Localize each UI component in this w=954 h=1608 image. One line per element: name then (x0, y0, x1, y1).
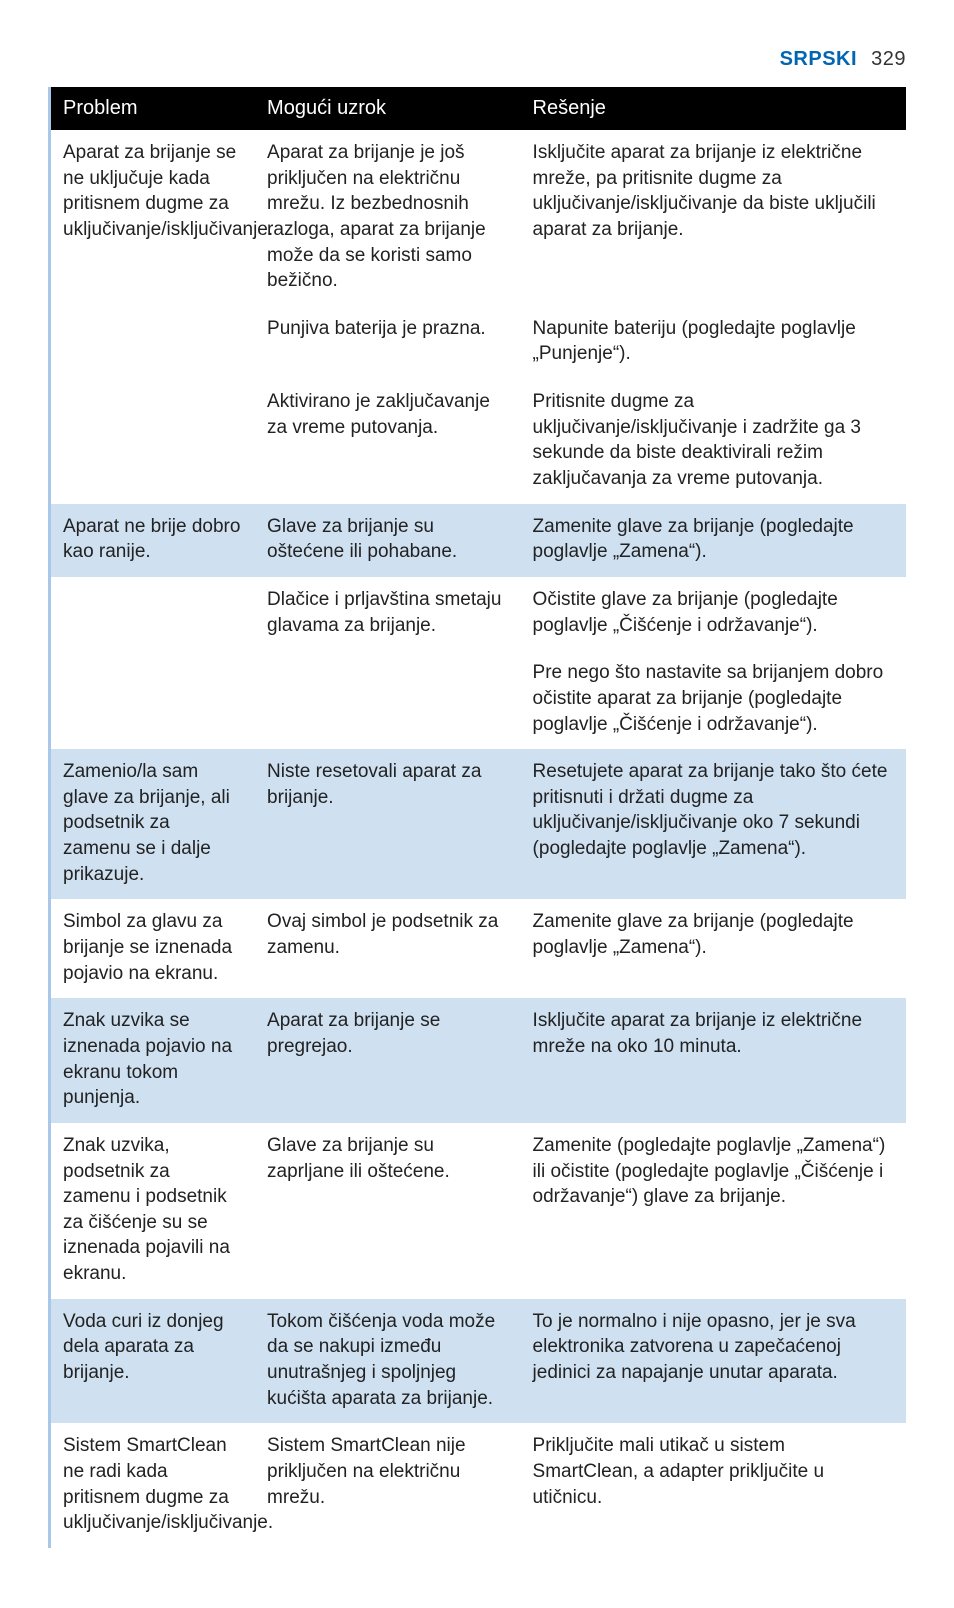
cell-problem: Simbol za glavu za brijanje se iznenada … (50, 899, 256, 998)
cell-problem: Znak uzvika, podsetnik za zamenu i podse… (50, 1123, 256, 1299)
cell-problem: Znak uzvika se iznenada pojavio na ekran… (50, 998, 256, 1123)
cell-cause: Glave za brijanje su zaprljane ili ošteć… (255, 1123, 521, 1299)
table-row: Znak uzvika se iznenada pojavio na ekran… (50, 998, 907, 1123)
table-body: Aparat za brijanje se ne uključuje kada … (50, 130, 907, 1548)
table-row: Dlačice i prljavština smetaju glavama za… (50, 577, 907, 650)
cell-solution: Pre nego što nastavite sa brijanjem dobr… (521, 650, 906, 749)
col-header-solution: Rešenje (521, 87, 906, 130)
cell-cause: Niste resetovali aparat za brijanje. (255, 749, 521, 899)
cell-solution: Zamenite glave za brijanje (pogledajte p… (521, 504, 906, 577)
cell-cause: Glave za brijanje su oštećene ili pohaba… (255, 504, 521, 577)
cell-cause (255, 650, 521, 749)
header-language: Srpski (780, 48, 857, 70)
table-header-row: Problem Mogući uzrok Rešenje (50, 87, 907, 130)
table-row: Sistem SmartClean ne radi kada pritisnem… (50, 1423, 907, 1548)
cell-cause: Punjiva baterija je prazna. (255, 306, 521, 379)
cell-solution: Očistite glave za brijanje (pogledajte p… (521, 577, 906, 650)
cell-cause: Ovaj simbol je podsetnik za zamenu. (255, 899, 521, 998)
cell-problem: Sistem SmartClean ne radi kada pritisnem… (50, 1423, 256, 1548)
cell-cause: Aparat za brijanje je još priključen na … (255, 130, 521, 306)
cell-problem (50, 650, 256, 749)
cell-solution: Isključite aparat za brijanje iz elektri… (521, 130, 906, 306)
cell-solution: Resetujete aparat za brijanje tako što ć… (521, 749, 906, 899)
cell-solution: Zamenite glave za brijanje (pogledajte p… (521, 899, 906, 998)
cell-problem (50, 379, 256, 504)
cell-cause: Tokom čišćenja voda može da se nakupi iz… (255, 1299, 521, 1424)
cell-solution: Priključite mali utikač u sistem SmartCl… (521, 1423, 906, 1548)
cell-cause: Aparat za brijanje se pregrejao. (255, 998, 521, 1123)
running-header: Srpski 329 (48, 48, 906, 71)
troubleshooting-table: Problem Mogući uzrok Rešenje Aparat za b… (48, 87, 906, 1548)
table-row: Aktivirano je zaključavanje za vreme put… (50, 379, 907, 504)
cell-solution: Pritisnite dugme za uključivanje/isključ… (521, 379, 906, 504)
cell-problem (50, 306, 256, 379)
cell-problem (50, 577, 256, 650)
table-row: Punjiva baterija je prazna. Napunite bat… (50, 306, 907, 379)
cell-solution: Isključite aparat za brijanje iz elektri… (521, 998, 906, 1123)
table-row: Pre nego što nastavite sa brijanjem dobr… (50, 650, 907, 749)
cell-cause: Dlačice i prljavština smetaju glavama za… (255, 577, 521, 650)
cell-cause: Aktivirano je zaključavanje za vreme put… (255, 379, 521, 504)
cell-problem: Aparat ne brije dobro kao ranije. (50, 504, 256, 577)
table-row: Znak uzvika, podsetnik za zamenu i podse… (50, 1123, 907, 1299)
col-header-problem: Problem (50, 87, 256, 130)
col-header-cause: Mogući uzrok (255, 87, 521, 130)
cell-problem: Aparat za brijanje se ne uključuje kada … (50, 130, 256, 306)
table-row: Aparat za brijanje se ne uključuje kada … (50, 130, 907, 306)
page: Srpski 329 Problem Mogući uzrok Rešenje … (0, 0, 954, 1608)
header-page-number: 329 (871, 48, 906, 70)
table-row: Aparat ne brije dobro kao ranije. Glave … (50, 504, 907, 577)
table-row: Simbol za glavu za brijanje se iznenada … (50, 899, 907, 998)
table-row: Voda curi iz donjeg dela aparata za brij… (50, 1299, 907, 1424)
cell-solution: Napunite bateriju (pogledajte poglavlje … (521, 306, 906, 379)
cell-solution: Zamenite (pogledajte poglavlje „Zamena“)… (521, 1123, 906, 1299)
table-row: Zamenio/la sam glave za brijanje, ali po… (50, 749, 907, 899)
cell-problem: Voda curi iz donjeg dela aparata za brij… (50, 1299, 256, 1424)
cell-cause: Sistem SmartClean nije priključen na ele… (255, 1423, 521, 1548)
cell-problem: Zamenio/la sam glave za brijanje, ali po… (50, 749, 256, 899)
cell-solution: To je normalno i nije opasno, jer je sva… (521, 1299, 906, 1424)
